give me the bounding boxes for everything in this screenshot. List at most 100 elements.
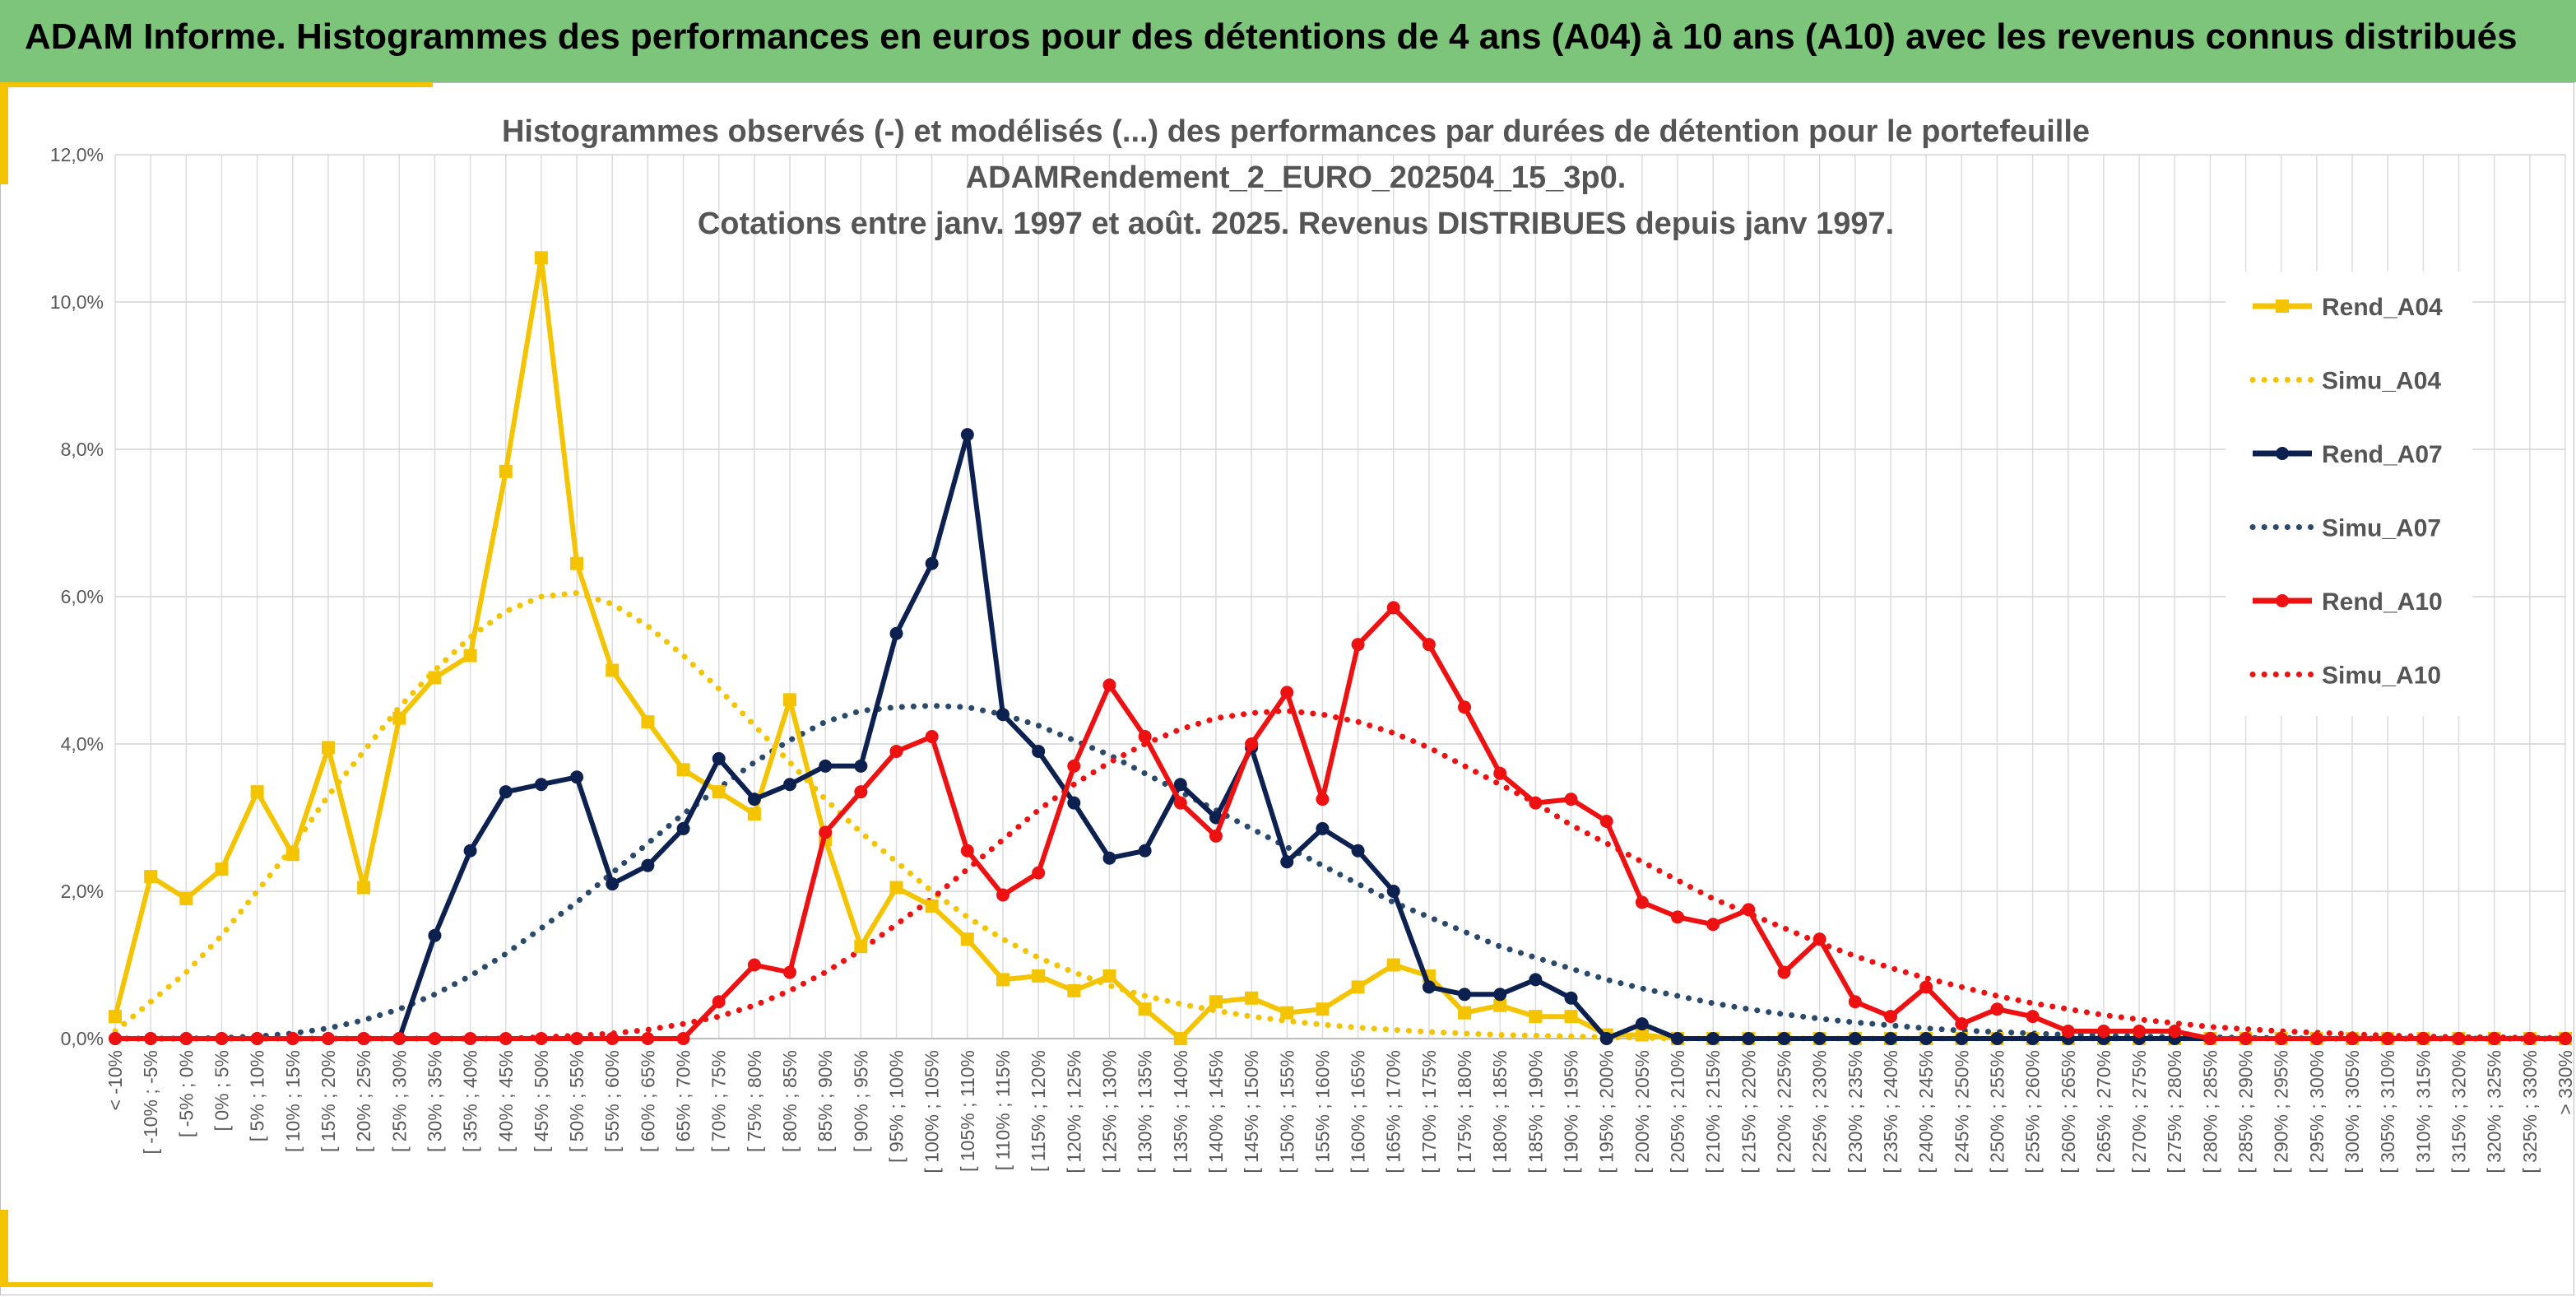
data-point xyxy=(1493,988,1507,1002)
legend-marker xyxy=(2276,300,2289,313)
data-point xyxy=(1848,995,1862,1009)
gridlines xyxy=(114,154,2566,1039)
legend-item-Simu_A04: Simu_A04 xyxy=(2249,368,2441,395)
x-tick-label: [ -5% ; 0% xyxy=(175,1050,197,1137)
x-tick-label: [ 235% ; 240% xyxy=(1880,1050,1901,1174)
x-tick-label: [ 35% ; 40% xyxy=(460,1050,481,1152)
x-tick-label: [ 20% ; 25% xyxy=(353,1050,374,1152)
x-tick-label: [ 90% ; 95% xyxy=(850,1050,871,1152)
data-point xyxy=(1209,995,1223,1009)
data-point xyxy=(1351,844,1365,858)
data-point xyxy=(1458,988,1472,1002)
chart-frame xyxy=(0,82,2574,1295)
data-point xyxy=(1493,998,1507,1012)
data-point xyxy=(1883,1010,1897,1024)
legend-item-Rend_A04: Rend_A04 xyxy=(2253,294,2443,321)
data-point xyxy=(179,891,193,905)
data-point xyxy=(1706,918,1720,932)
data-point xyxy=(1529,1010,1543,1024)
data-point xyxy=(1564,793,1578,807)
x-tick-label: > 330% xyxy=(2555,1050,2576,1115)
x-tick-label: [ 295% ; 300% xyxy=(2306,1050,2328,1174)
data-point xyxy=(2381,1032,2395,1045)
y-tick-label: 6,0% xyxy=(61,586,104,607)
data-point xyxy=(1386,601,1400,615)
data-point xyxy=(1883,1032,1897,1045)
data-point xyxy=(285,848,299,862)
x-tick-label: [ 300% ; 305% xyxy=(2342,1050,2363,1174)
data-point xyxy=(960,932,974,946)
data-point xyxy=(712,785,726,799)
x-tick-label: [ 170% ; 175% xyxy=(1418,1050,1440,1174)
legend-marker xyxy=(2276,447,2289,460)
data-point xyxy=(2026,1032,2040,1045)
data-point xyxy=(2239,1032,2253,1045)
x-tick-label: [ 160% ; 165% xyxy=(1348,1050,1369,1174)
data-point xyxy=(1671,1032,1685,1045)
data-point xyxy=(1138,1002,1152,1016)
x-tick-label: [ 115% ; 120% xyxy=(1028,1050,1049,1172)
data-point xyxy=(641,858,655,872)
data-point xyxy=(1812,932,1826,946)
x-tick-label: [ 65% ; 70% xyxy=(673,1050,694,1152)
data-point xyxy=(1102,969,1116,983)
data-point xyxy=(179,1032,193,1045)
data-point xyxy=(1458,1006,1472,1020)
data-point xyxy=(960,844,974,858)
x-tick-label: [ 95% ; 100% xyxy=(886,1050,907,1163)
data-point xyxy=(2523,1032,2537,1045)
data-point xyxy=(285,1032,299,1045)
legend-item-Simu_A10: Simu_A10 xyxy=(2249,662,2441,690)
y-tick-label: 10,0% xyxy=(50,291,104,313)
data-point xyxy=(1386,885,1400,898)
data-point xyxy=(606,877,620,891)
x-tick-label: [ 260% ; 265% xyxy=(2058,1050,2079,1174)
x-tick-label: [ 190% ; 195% xyxy=(1561,1050,1582,1174)
data-point xyxy=(1173,778,1187,792)
series-line xyxy=(115,605,2565,1041)
data-point xyxy=(1173,796,1187,810)
x-tick-label: [ 120% ; 125% xyxy=(1063,1050,1084,1174)
data-point xyxy=(392,1032,406,1045)
data-point xyxy=(463,1032,477,1045)
data-point xyxy=(215,1032,229,1045)
chart-title-line-2: ADAMRendement_2_EURO_202504_15_3p0. xyxy=(966,160,1627,195)
x-tick-label: [ 200% ; 205% xyxy=(1631,1050,1653,1174)
x-tick-label: [ 0% ; 5% xyxy=(211,1050,232,1131)
data-point xyxy=(1955,1017,1969,1031)
data-point xyxy=(1742,903,1756,917)
data-point xyxy=(215,862,229,876)
x-tick-label: [ 55% ; 60% xyxy=(601,1050,623,1152)
data-point xyxy=(1458,700,1472,714)
data-point xyxy=(1102,678,1116,692)
x-tick-label: [ 240% ; 245% xyxy=(1915,1050,1937,1174)
x-tick-label: [ 165% ; 170% xyxy=(1383,1050,1404,1174)
data-point xyxy=(1529,973,1543,987)
data-point xyxy=(1102,851,1116,865)
x-tick-label: [ 150% ; 155% xyxy=(1276,1050,1297,1174)
accent-bar-top xyxy=(0,82,433,87)
x-tick-label: [ 225% ; 230% xyxy=(1809,1050,1831,1174)
data-point xyxy=(2168,1025,2182,1039)
data-point xyxy=(2274,1032,2288,1045)
x-tick-label: [ 60% ; 65% xyxy=(637,1050,658,1152)
data-point xyxy=(499,464,513,478)
x-tick-label: [ 70% ; 75% xyxy=(708,1050,730,1152)
data-point xyxy=(641,715,655,729)
data-point xyxy=(925,899,939,913)
x-tick-label: [ 45% ; 50% xyxy=(531,1050,552,1152)
data-point xyxy=(1599,1032,1613,1045)
data-point xyxy=(463,844,477,858)
series-Rend_A10 xyxy=(109,601,2572,1045)
data-point xyxy=(1777,965,1791,979)
data-point xyxy=(747,793,761,807)
data-point xyxy=(1742,1032,1756,1045)
legend-label: Rend_A04 xyxy=(2322,294,2443,321)
data-point xyxy=(1777,1032,1791,1045)
data-point xyxy=(1067,796,1081,810)
page-title: ADAM Informe. Histogrammes des performan… xyxy=(25,16,2518,57)
x-tick-label: [ 30% ; 35% xyxy=(424,1050,445,1152)
data-point xyxy=(2416,1032,2430,1045)
x-tick-label: [ 100% ; 105% xyxy=(921,1050,943,1174)
